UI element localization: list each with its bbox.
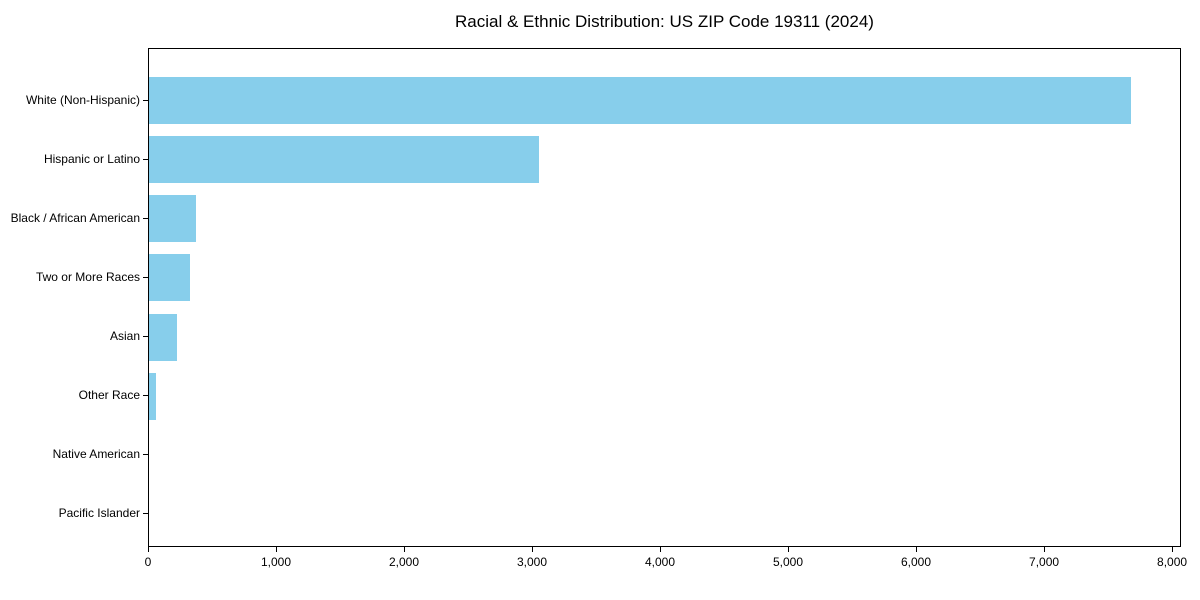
bar-hispanic-or-latino	[149, 136, 540, 184]
x-axis-tick	[276, 547, 277, 552]
x-axis-tick-label: 2,000	[388, 555, 420, 569]
plot-area	[148, 48, 1181, 547]
x-axis-tick	[1044, 547, 1046, 552]
x-axis-tick	[148, 547, 149, 552]
y-axis-label: White (Non-Hispanic)	[25, 92, 140, 107]
x-axis-tick	[788, 547, 790, 552]
y-axis-label: Other Race	[78, 388, 140, 403]
x-axis-tick-label: 8,000	[1157, 555, 1188, 569]
y-axis-label: Native American	[52, 447, 140, 462]
y-axis-label: Hispanic or Latino	[43, 151, 140, 166]
y-axis-tick	[143, 276, 148, 278]
bar-white-non-hispanic	[149, 77, 1131, 125]
y-axis-tick	[143, 454, 148, 456]
bar-other-race	[149, 372, 157, 420]
bar-asian	[149, 313, 178, 361]
x-axis-tick	[404, 547, 405, 552]
x-axis-tick	[916, 547, 918, 552]
x-axis-tick	[1172, 547, 1174, 552]
x-axis-tick-label: 3,000	[516, 555, 548, 569]
y-axis-tick	[143, 513, 148, 515]
chart-title: Racial & Ethnic Distribution: US ZIP Cod…	[455, 12, 874, 31]
x-axis-tick-label: 7,000	[1029, 555, 1060, 569]
x-axis-tick-label: 4,000	[645, 555, 676, 569]
x-axis-tick	[532, 547, 533, 552]
bar-two-or-more-races	[149, 254, 190, 302]
y-axis-tick	[143, 158, 148, 160]
y-axis-label: Black / African American	[10, 210, 140, 225]
x-axis-tick-label: 6,000	[901, 555, 932, 569]
y-axis-tick	[143, 99, 148, 101]
x-axis-tick-label: 1,000	[260, 555, 292, 569]
y-axis-tick	[143, 217, 148, 219]
y-axis-tick	[143, 336, 148, 338]
y-axis-label: Two or More Races	[35, 269, 140, 284]
x-axis-tick-label: 0	[144, 555, 152, 569]
bar-black-african-american	[149, 195, 197, 243]
y-axis-tick	[143, 395, 148, 397]
y-axis-label: Asian	[109, 329, 140, 344]
y-axis-label: Pacific Islander	[58, 506, 140, 521]
x-axis-tick-label: 5,000	[773, 555, 804, 569]
x-axis-tick	[660, 547, 662, 552]
